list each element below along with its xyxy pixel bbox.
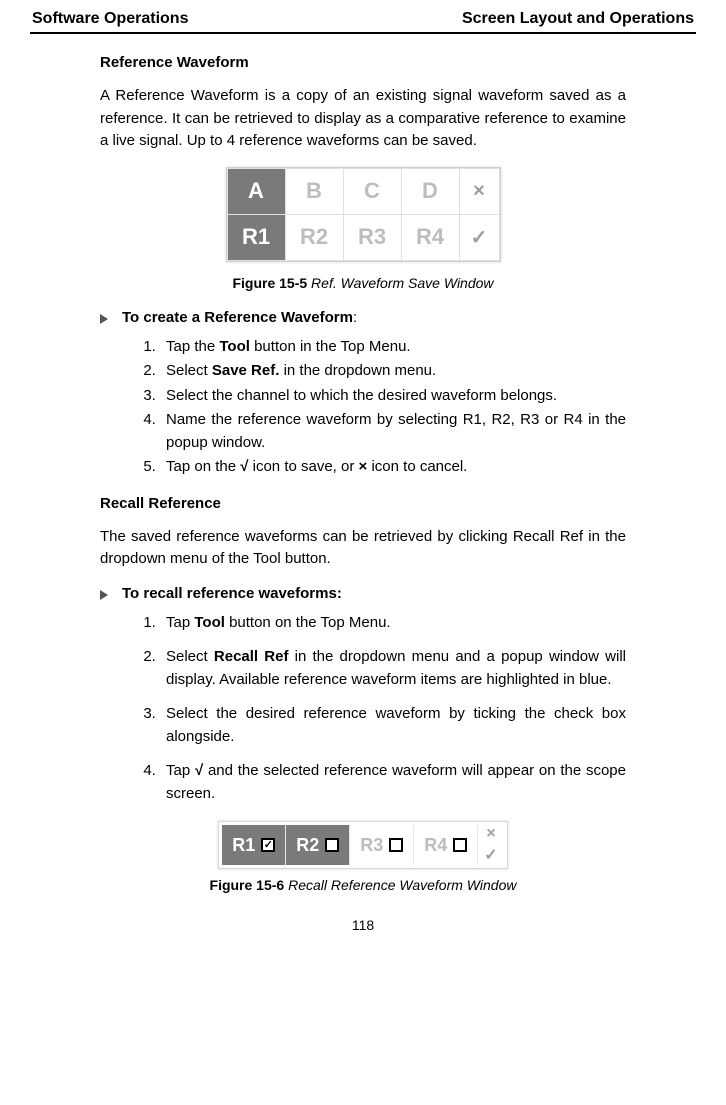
para-recall-reference: The saved reference waveforms can be ret…	[100, 526, 626, 571]
step-create-5: Tap on the √ icon to save, or × icon to …	[160, 456, 626, 479]
section-title-recall-reference: Recall Reference	[100, 495, 626, 512]
content-area: Reference Waveform A Reference Waveform …	[30, 54, 696, 893]
channel-b-tab[interactable]: B	[285, 168, 343, 214]
steps-create: Tap the Tool button in the Top Menu. Sel…	[100, 336, 626, 479]
para-reference-waveform: A Reference Waveform is a copy of an exi…	[100, 85, 626, 153]
header-right: Screen Layout and Operations	[462, 10, 694, 28]
channel-a-tab[interactable]: A	[227, 168, 285, 214]
step-recall-4: Tap √ and the selected reference wavefor…	[160, 760, 626, 805]
caret-icon	[100, 314, 108, 324]
figure-caption-1-text: Ref. Waveform Save Window	[307, 275, 493, 291]
figure-caption-2: Figure 15-6 Recall Reference Waveform Wi…	[100, 877, 626, 893]
save-window-widget: A B C D × R1 R2 R3 R4 ✓	[226, 167, 501, 262]
recall-r1-label: R1	[232, 835, 255, 856]
figure-caption-2-text: Recall Reference Waveform Window	[284, 877, 516, 893]
heading-to-recall: To recall reference waveforms:	[100, 585, 626, 602]
recall-r3-checkbox[interactable]	[389, 838, 403, 852]
channel-c-tab[interactable]: C	[343, 168, 401, 214]
figure-recall-window: R1 ✓ R2 R3 R4 × ✓	[100, 821, 626, 869]
figure-caption-2-num: Figure 15-6	[210, 877, 285, 893]
close-icon[interactable]: ×	[484, 825, 497, 843]
recall-r3-label: R3	[360, 835, 383, 856]
close-icon[interactable]: ×	[459, 168, 499, 214]
figure-caption-1-num: Figure 15-5	[232, 275, 307, 291]
header-rule	[30, 32, 696, 34]
recall-r4-checkbox[interactable]	[453, 838, 467, 852]
page-header: Software Operations Screen Layout and Op…	[30, 10, 696, 32]
step-recall-1: Tap Tool button on the Top Menu.	[160, 612, 626, 635]
recall-window-widget: R1 ✓ R2 R3 R4 × ✓	[218, 821, 507, 869]
check-icon[interactable]: ✓	[459, 214, 499, 260]
step-recall-3: Select the desired reference waveform by…	[160, 703, 626, 748]
recall-r3-button[interactable]: R3	[350, 825, 414, 865]
ref-r4-button[interactable]: R4	[401, 214, 459, 260]
recall-r4-button[interactable]: R4	[414, 825, 478, 865]
ref-r3-button[interactable]: R3	[343, 214, 401, 260]
figure-caption-1: Figure 15-5 Ref. Waveform Save Window	[100, 275, 626, 291]
step-recall-2: Select Recall Ref in the dropdown menu a…	[160, 646, 626, 691]
section-title-reference-waveform: Reference Waveform	[100, 54, 626, 71]
heading-to-create-text: To create a Reference Waveform:	[122, 309, 357, 326]
channel-d-tab[interactable]: D	[401, 168, 459, 214]
recall-r2-button[interactable]: R2	[286, 825, 350, 865]
steps-recall: Tap Tool button on the Top Menu. Select …	[100, 612, 626, 806]
page-number: 118	[30, 917, 696, 933]
heading-to-create: To create a Reference Waveform:	[100, 309, 626, 326]
caret-icon	[100, 590, 108, 600]
check-icon[interactable]: ✓	[484, 845, 497, 865]
step-create-1: Tap the Tool button in the Top Menu.	[160, 336, 626, 359]
figure-save-window: A B C D × R1 R2 R3 R4 ✓	[100, 167, 626, 267]
ref-r1-button[interactable]: R1	[227, 214, 285, 260]
step-create-4: Name the reference waveform by selecting…	[160, 409, 626, 454]
recall-r1-button[interactable]: R1 ✓	[222, 825, 286, 865]
recall-r2-label: R2	[296, 835, 319, 856]
step-create-2: Select Save Ref. in the dropdown menu.	[160, 360, 626, 383]
step-create-3: Select the channel to which the desired …	[160, 385, 626, 408]
recall-r1-checkbox[interactable]: ✓	[261, 838, 275, 852]
recall-r4-label: R4	[424, 835, 447, 856]
heading-to-recall-text: To recall reference waveforms:	[122, 585, 342, 602]
header-left: Software Operations	[32, 10, 188, 28]
ref-r2-button[interactable]: R2	[285, 214, 343, 260]
recall-r2-checkbox[interactable]	[325, 838, 339, 852]
recall-side-actions: × ✓	[478, 825, 503, 865]
